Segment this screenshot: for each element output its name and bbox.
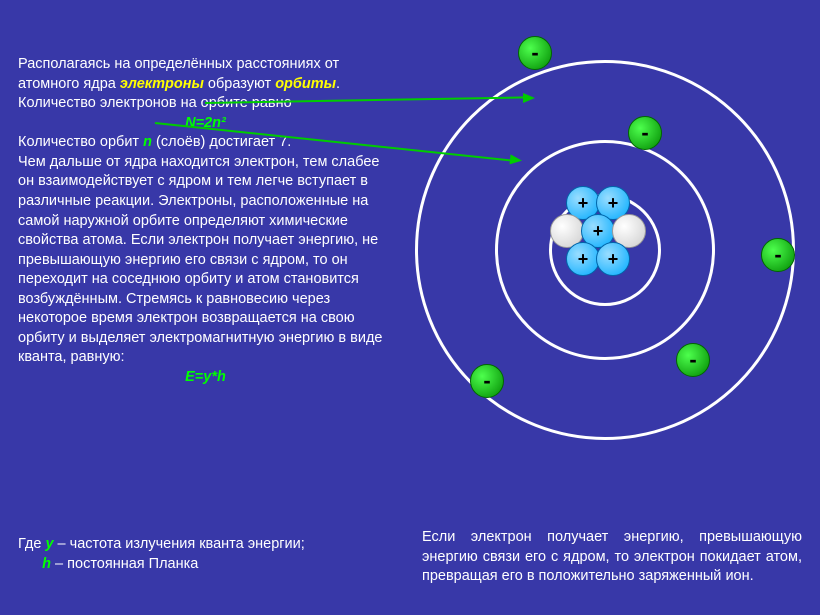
electron-4: -	[470, 364, 504, 398]
electron-3: -	[676, 343, 710, 377]
atom-diagram: +++++-----	[395, 25, 815, 445]
electron-2: -	[761, 238, 795, 272]
proton-5: +	[566, 242, 600, 276]
arrow-head-2	[510, 154, 523, 165]
bottom-right-text: Если электрон получает энергию, превышаю…	[422, 528, 802, 587]
p1b: образуют	[204, 76, 275, 92]
electron-0: -	[518, 36, 552, 70]
p1c: .	[336, 76, 340, 92]
word-electrons: электроны	[120, 76, 204, 92]
main-text-block: Располагаясь на определённых расстояниях…	[18, 55, 393, 388]
para-1: Располагаясь на определённых расстояниях…	[18, 55, 393, 94]
formula-2: E=y*h	[18, 368, 393, 388]
para-4: Чем дальше от ядра находится электрон, т…	[18, 153, 393, 368]
proton-6: +	[596, 242, 630, 276]
y-word: y	[45, 536, 53, 552]
word-orbits: орбиты	[275, 76, 336, 92]
formula-1: N=2n²	[18, 114, 393, 134]
arrow-head-1	[523, 93, 535, 103]
n-word: n	[143, 134, 152, 150]
bottom-formula-block: Где y – частота излучения кванта энергии…	[18, 535, 368, 574]
electron-1: -	[628, 116, 662, 150]
where-y: Где y – частота излучения кванта энергии…	[18, 535, 368, 555]
p3a: Количество орбит	[18, 134, 143, 150]
h-word: h	[42, 556, 51, 572]
where-h: h – постоянная Планка	[18, 555, 368, 575]
p3b: (слоёв) достигает 7.	[152, 134, 291, 150]
